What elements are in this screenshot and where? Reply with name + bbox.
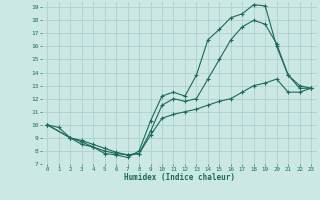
X-axis label: Humidex (Indice chaleur): Humidex (Indice chaleur) — [124, 173, 235, 182]
